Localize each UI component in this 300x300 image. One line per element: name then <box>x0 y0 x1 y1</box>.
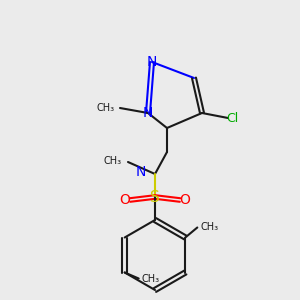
Text: N: N <box>147 55 157 69</box>
Text: O: O <box>180 193 190 207</box>
Text: CH₃: CH₃ <box>200 223 218 232</box>
Text: S: S <box>150 190 160 205</box>
Text: Cl: Cl <box>226 112 238 124</box>
Text: CH₃: CH₃ <box>104 156 122 166</box>
Text: CH₃: CH₃ <box>142 274 160 284</box>
Text: N: N <box>143 106 153 120</box>
Text: CH₃: CH₃ <box>97 103 115 113</box>
Text: O: O <box>120 193 130 207</box>
Text: N: N <box>136 165 146 179</box>
